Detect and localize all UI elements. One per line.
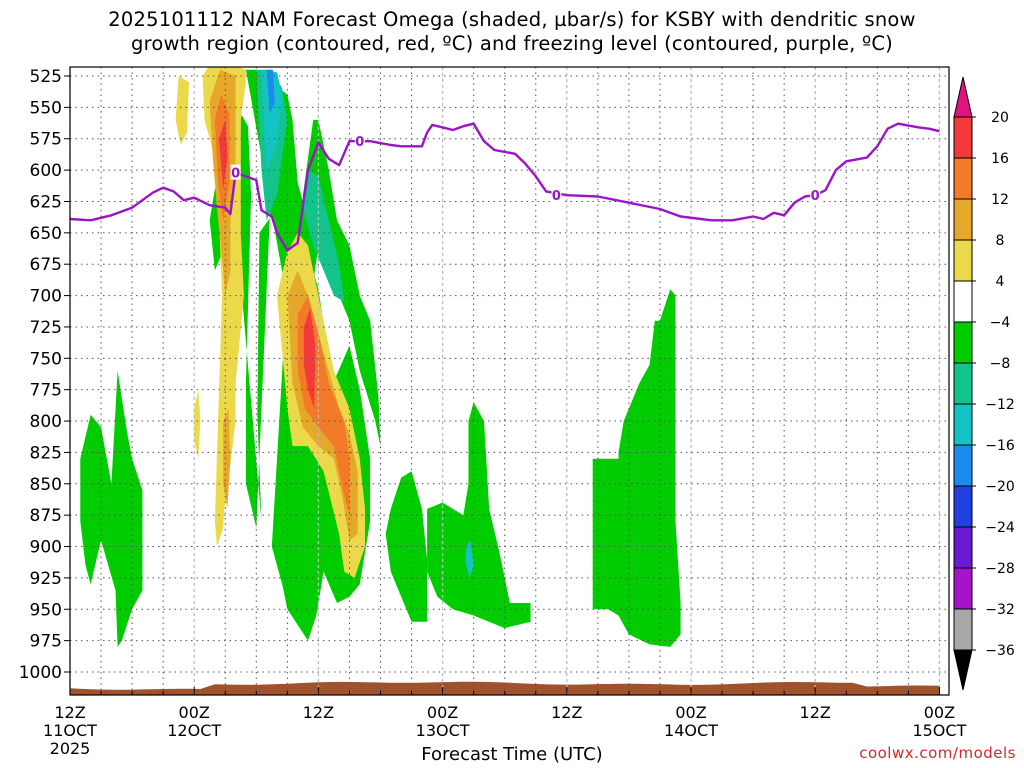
colorbar-label-11: −28: [985, 561, 1015, 577]
colorbar-bin-8: [953, 444, 973, 487]
colorbar-bin-10: [953, 526, 973, 569]
colorbar-bin-7: [953, 403, 973, 446]
freezing-level-line: [70, 122, 940, 252]
x-tick-label-36-1: 13OCT: [416, 721, 470, 740]
credit-text: coolwx.com/models: [859, 744, 1016, 762]
omega-region-16: [202, 67, 246, 547]
y-tick-label-550: 550: [30, 98, 62, 118]
plot-frame: [69, 66, 950, 696]
x-tick-label-60-0: 00Z: [675, 703, 706, 722]
colorbar-label-8: −16: [985, 438, 1015, 454]
x-tick-label-24-0: 12Z: [303, 703, 334, 722]
x-tick-label-36-0: 00Z: [427, 703, 458, 722]
y-tick-label-900: 900: [30, 538, 62, 558]
colorbar-label-9: −20: [985, 479, 1015, 495]
freezing-level-contour: 0 0 0 0: [70, 122, 940, 252]
colorbar-bottom-arrow: [953, 649, 973, 691]
colorbar-top-arrow: [953, 76, 973, 118]
colorbar-label-7: −12: [985, 397, 1015, 413]
chart-title-line-1: 2025101112 NAM Forecast Omega (shaded, µ…: [108, 8, 916, 31]
y-tick-label-775: 775: [30, 381, 62, 401]
omega-shading: [80, 67, 681, 647]
y-tick-label-625: 625: [30, 192, 62, 212]
colorbar-label-1: 16: [991, 151, 1009, 167]
colorbar-label-6: −8: [990, 356, 1011, 372]
x-tick-label-0-0: 12Z: [54, 703, 85, 722]
colorbar-label-10: −24: [985, 520, 1015, 536]
x-tick-label-12-0: 00Z: [179, 703, 210, 722]
omega-region-8: [592, 289, 681, 647]
omega-region-12: [465, 540, 474, 578]
y-tick-label-750: 750: [30, 349, 62, 369]
colorbar-bin-11: [953, 567, 973, 610]
x-tick-label-72-0: 12Z: [800, 703, 831, 722]
freezing-label-bg-3: [810, 187, 821, 203]
colorbar-bin-9: [953, 485, 973, 528]
omega-region-11: [261, 69, 283, 171]
colorbar-bin-4: [953, 280, 973, 323]
freezing-level-label-3: 0: [811, 189, 820, 204]
freezing-label-bg-2: [551, 187, 562, 203]
y-tick-label-725: 725: [30, 318, 62, 338]
omega-region-7: [427, 402, 531, 629]
y-tick-label-525: 525: [30, 67, 62, 87]
freezing-label-bg-0: [230, 164, 241, 180]
colorbar-label-5: −4: [990, 315, 1011, 331]
omega-region-2: [238, 113, 277, 528]
x-tick-label-0-1: 11OCT: [43, 721, 97, 740]
omega-region-24: [303, 308, 316, 409]
colorbar-bin-5: [953, 321, 973, 364]
freezing-label-bg-1: [354, 133, 365, 149]
x-tick-label-48-0: 12Z: [551, 703, 582, 722]
colorbar-bin-3: [953, 239, 973, 282]
grid: [69, 67, 949, 695]
omega-region-15: [194, 389, 201, 459]
x-tick-label-12-1: 12OCT: [167, 721, 221, 740]
colorbar-label-0: 20: [991, 110, 1009, 126]
omega-region-13: [266, 69, 275, 114]
colorbar: 20 16 12 8 4 −4 −8 −12 −16 −20 −24 −28 −32 −36: [953, 76, 1015, 691]
y-axis: 525 550 575 600 625 650 675 700 725 750 775 800 825 8…: [19, 67, 70, 683]
freezing-level-label-2: 0: [552, 189, 561, 204]
colorbar-bin-1: [953, 157, 973, 200]
colorbar-bin-0: [953, 116, 973, 159]
y-tick-label-575: 575: [30, 130, 62, 150]
y-tick-label-950: 950: [30, 600, 62, 620]
y-tick-label-1000: 1000: [19, 663, 62, 683]
colorbar-bin-12: [953, 608, 973, 651]
x-tick-label-0-2: 2025: [50, 739, 91, 758]
y-tick-label-700: 700: [30, 287, 62, 307]
x-tick-label-60-1: 14OCT: [664, 721, 718, 740]
colorbar-label-2: 12: [991, 192, 1009, 208]
y-tick-label-800: 800: [30, 412, 62, 432]
y-tick-label-825: 825: [30, 443, 62, 463]
colorbar-label-3: 8: [996, 233, 1005, 249]
freezing-level-label-0: 0: [231, 167, 240, 182]
omega-region-9: [302, 170, 345, 302]
y-tick-label-875: 875: [30, 506, 62, 526]
colorbar-label-12: −32: [985, 602, 1015, 618]
y-tick-label-600: 600: [30, 161, 62, 181]
y-tick-label-850: 850: [30, 475, 62, 495]
x-tick-label-84-1: 15OCT: [912, 721, 966, 740]
plot-background: [70, 67, 949, 695]
x-tick-label-84-0: 00Z: [924, 703, 955, 722]
omega-region-14: [175, 76, 189, 145]
colorbar-label-13: −36: [985, 643, 1015, 659]
y-tick-label-925: 925: [30, 569, 62, 589]
colorbar-bin-6: [953, 362, 973, 405]
freezing-level-label-1: 0: [355, 135, 364, 150]
y-tick-label-650: 650: [30, 224, 62, 244]
chart-title-line-2: growth region (contoured, red, ºC) and f…: [131, 32, 893, 55]
colorbar-bin-2: [953, 198, 973, 241]
x-axis-label: Forecast Time (UTC): [421, 744, 603, 765]
y-tick-label-975: 975: [30, 632, 62, 652]
y-tick-label-675: 675: [30, 255, 62, 275]
omega-region-0: [80, 370, 143, 647]
colorbar-label-4: 4: [996, 274, 1005, 290]
